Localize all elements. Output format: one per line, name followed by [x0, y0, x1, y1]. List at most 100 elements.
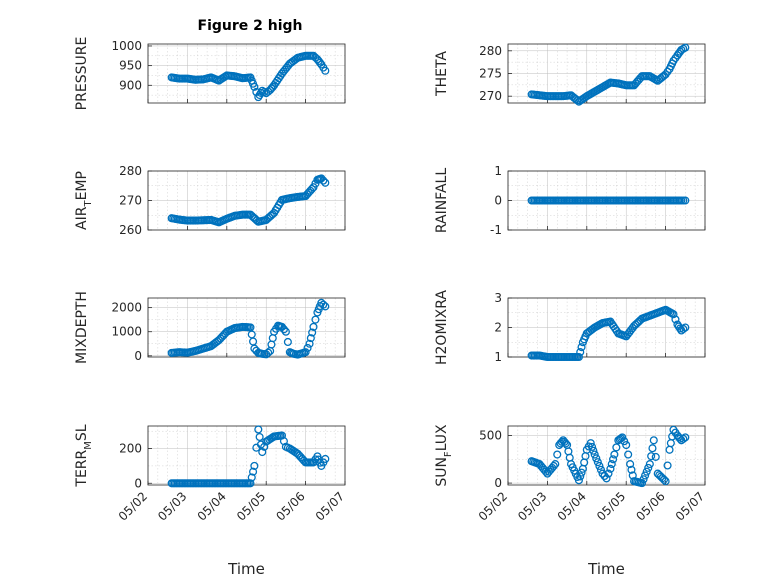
data-point	[586, 439, 595, 448]
x-tick-label: 05/03	[515, 489, 549, 523]
data-point	[576, 472, 585, 481]
data-point	[281, 327, 290, 336]
data-point	[307, 184, 316, 194]
data-point	[258, 447, 267, 457]
data-point	[590, 450, 599, 459]
ylabel-theta: THETA	[434, 51, 450, 97]
data-point	[679, 434, 688, 443]
data-point	[648, 444, 657, 453]
panel-theta: 270 275 280 THETA	[434, 43, 706, 106]
data-point	[651, 452, 660, 461]
data-point	[255, 432, 264, 442]
axes-frame	[147, 43, 346, 104]
y-tick-label: 0	[494, 194, 502, 208]
data-point	[564, 447, 573, 456]
xlabel-time-right: Time	[587, 560, 625, 578]
data-point	[663, 461, 672, 470]
y-tick-label: 260	[119, 223, 142, 237]
y-tick-label: 270	[479, 89, 502, 103]
data-point	[321, 454, 330, 464]
data-point	[577, 343, 586, 352]
data-point	[679, 324, 688, 334]
data-point	[264, 348, 273, 357]
ylabel-rainfall: RAINFALL	[434, 168, 450, 233]
ylabel-terr-msl: TERRMSL	[74, 424, 94, 487]
panel-h2omixra: 1 2 3 H2OMIXRA	[434, 290, 706, 365]
y-tick-label: 275	[479, 67, 502, 81]
panel-rainfall: -1 0 1 RAINFALL	[434, 164, 706, 237]
panel-pressure: 900 950 1000 PRESSURE	[74, 37, 346, 111]
y-tick-label: 3	[494, 291, 502, 305]
data-point	[610, 450, 619, 459]
data-point	[644, 463, 653, 472]
xlabel-time-left: Time	[227, 560, 265, 578]
data-point	[618, 433, 627, 442]
data-point	[596, 465, 606, 474]
data-point	[260, 442, 269, 451]
y-tick-label: 500	[479, 429, 502, 443]
data-point	[574, 352, 583, 362]
y-tick-label: 280	[119, 164, 142, 178]
data-point	[588, 442, 597, 451]
y-tick-label: 1000	[111, 325, 142, 339]
x-tick-label: 05/04	[555, 489, 589, 523]
y-tick-label: 1	[494, 350, 502, 364]
x-tick-label: 05/02	[116, 489, 150, 523]
y-tick-label: 0	[494, 476, 502, 490]
data-point	[647, 452, 656, 461]
data-point	[319, 300, 328, 309]
data-point	[659, 475, 669, 484]
ylabel-h2omixra: H2OMIXRA	[434, 290, 450, 365]
data-point	[306, 334, 315, 343]
data-point	[541, 467, 550, 476]
data-point	[665, 445, 674, 454]
data-point	[624, 450, 633, 459]
data-point	[250, 461, 259, 470]
data-point	[666, 439, 675, 448]
x-tick-label: 05/06	[633, 489, 667, 523]
data-point	[681, 196, 690, 205]
data-point	[622, 440, 631, 450]
axes-frame	[147, 297, 346, 358]
x-tick-label: 05/05	[234, 489, 268, 523]
figure-title: Figure 2 high	[198, 18, 303, 34]
y-tick-label: 2	[494, 321, 502, 335]
y-tick-label: 280	[479, 44, 502, 58]
data-point	[267, 340, 276, 349]
ylabel-air-temp: AIRTEMP	[74, 171, 94, 230]
data-point	[581, 452, 590, 461]
data-point	[612, 443, 621, 452]
data-point	[600, 471, 609, 481]
data-point	[247, 330, 256, 339]
data-point	[576, 348, 585, 357]
data-point	[649, 436, 658, 445]
ylabel-pressure: PRESSURE	[74, 37, 90, 111]
data-point	[641, 471, 650, 480]
panel-air-temp: 260 270 280 AIRTEMP	[74, 164, 346, 237]
data-point	[627, 465, 636, 474]
x-tick-label: 05/05	[594, 489, 628, 523]
y-tick-label: 1	[494, 164, 502, 178]
data-point	[247, 473, 256, 482]
data-point	[661, 477, 670, 486]
y-tick-label: 270	[119, 194, 142, 208]
data-point	[589, 446, 598, 455]
data-point	[308, 328, 317, 337]
data-point	[675, 434, 685, 443]
x-tick-label: 05/04	[195, 489, 229, 523]
data-point	[250, 82, 259, 91]
data-point	[609, 455, 618, 464]
data-point	[604, 469, 613, 478]
data-point	[317, 174, 326, 183]
data-point	[321, 178, 330, 187]
data-point	[669, 310, 678, 319]
data-point	[681, 433, 690, 442]
x-tick-label: 05/06	[273, 489, 307, 523]
x-tick-label: 05/02	[476, 489, 510, 523]
data-point	[639, 475, 648, 484]
data-point	[626, 460, 635, 469]
data-point	[268, 334, 277, 343]
data-point	[577, 468, 586, 477]
series-points	[167, 298, 330, 359]
data-point	[606, 464, 615, 473]
